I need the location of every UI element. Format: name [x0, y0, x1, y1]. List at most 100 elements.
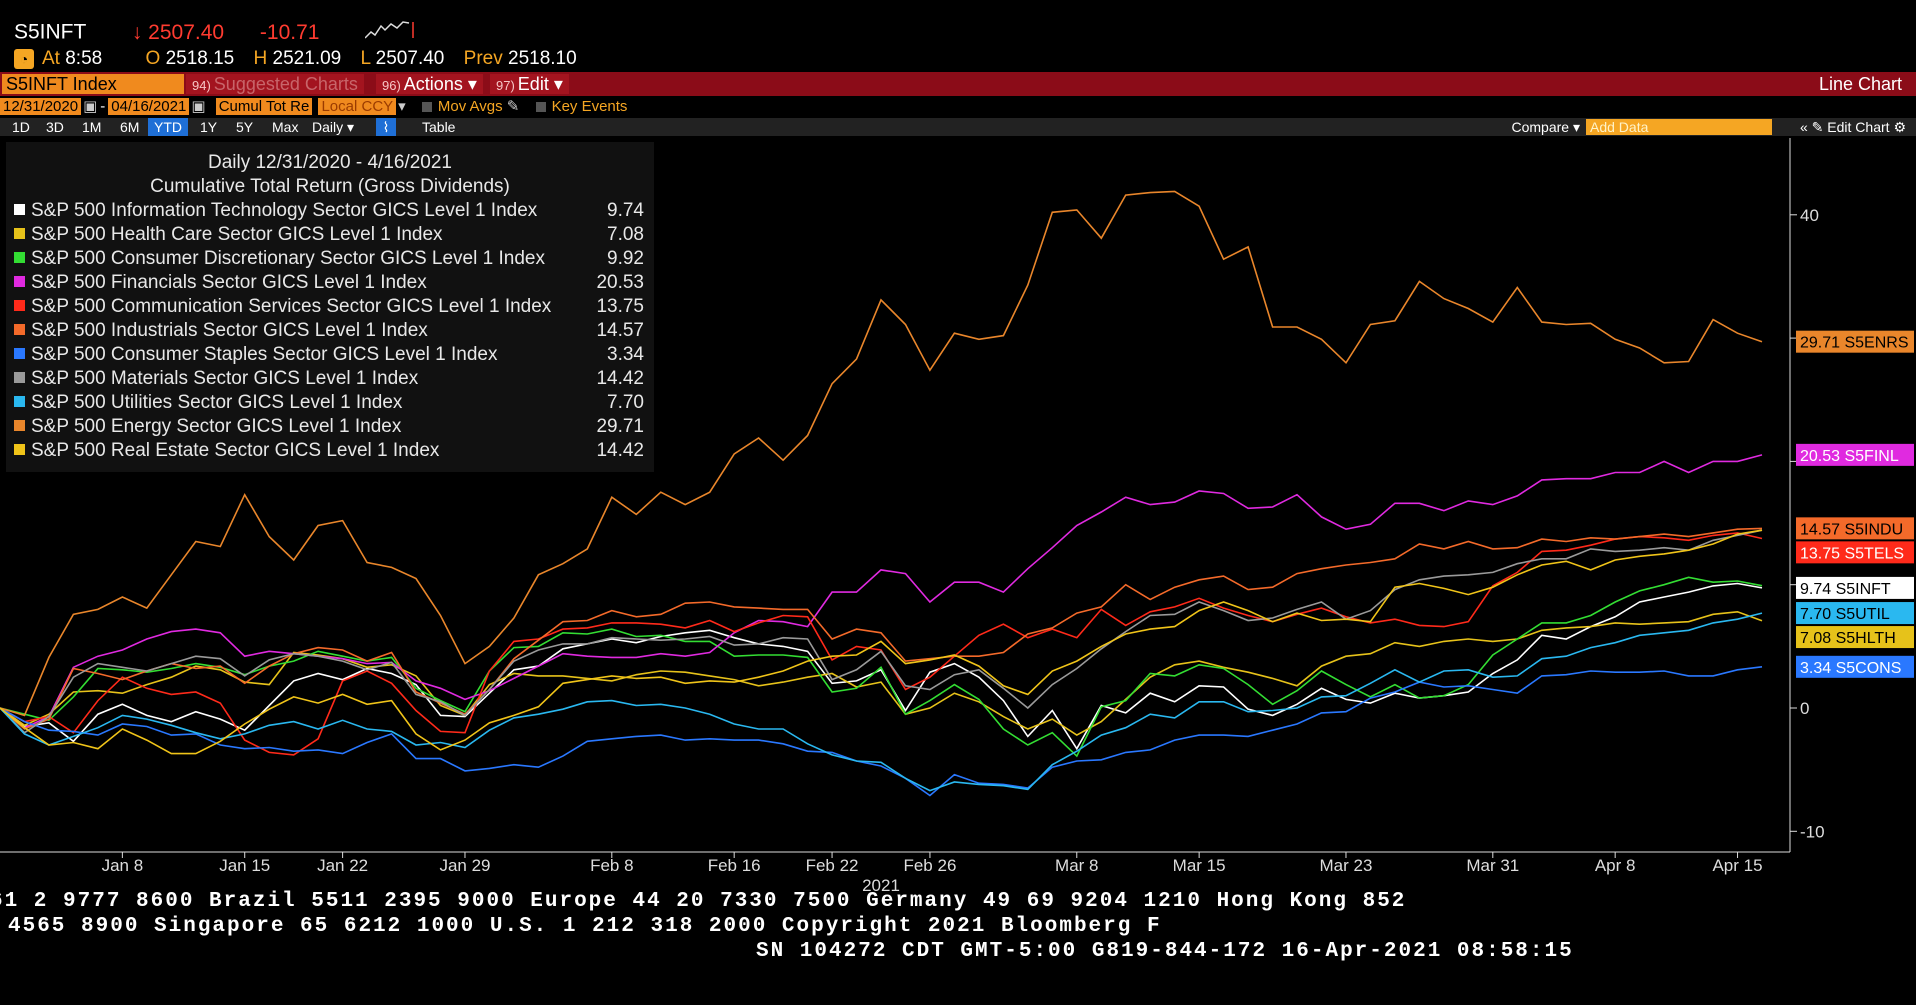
legend-swatch: [14, 276, 25, 287]
legend-swatch: [14, 420, 25, 431]
add-data-input[interactable]: Add Data: [1586, 119, 1772, 135]
legend-series-name: S&P 500 Industrials Sector GICS Level 1 …: [31, 320, 428, 341]
legend-item[interactable]: S&P 500 Materials Sector GICS Level 1 In…: [14, 368, 644, 392]
x-tick-label: Apr 8: [1595, 856, 1636, 875]
period-5y-button[interactable]: 5Y: [236, 119, 254, 135]
footer-contact-line1: 61 2 9777 8600 Brazil 5511 2395 9000 Eur…: [0, 890, 1407, 913]
suggested-charts-button[interactable]: 94) Suggested Charts: [186, 74, 364, 94]
series-value-label: 13.75 S5TELS: [1800, 545, 1904, 562]
actions-menu-button[interactable]: 96) Actions ▾: [376, 74, 483, 94]
series-line-s5inft: [0, 582, 1763, 751]
low-label: L: [360, 48, 371, 69]
series-value-tag: [1796, 602, 1914, 625]
caret-down-icon: ▾: [553, 74, 563, 94]
series-value-tag: [1796, 517, 1914, 540]
legend-series-name: S&P 500 Information Technology Sector GI…: [31, 200, 538, 221]
series-line-s5enrs: [0, 190, 1763, 717]
pencil-icon[interactable]: ✎: [502, 98, 520, 115]
start-date-field[interactable]: 12/31/2020: [0, 98, 82, 115]
legend-series-value: 14.42: [596, 368, 644, 389]
table-button[interactable]: Table: [422, 119, 456, 135]
legend-series-value: 13.75: [596, 296, 644, 317]
measure-select[interactable]: Cumul Tot Re: [215, 98, 313, 115]
series-value-tag: [1796, 541, 1914, 564]
y-tick-label: -10: [1800, 822, 1825, 841]
gear-icon[interactable]: ⚙: [1893, 119, 1906, 135]
compare-menu[interactable]: Compare ▾: [1511, 119, 1580, 135]
period-1y-button[interactable]: 1Y: [200, 119, 218, 135]
legend-series-value: 14.57: [596, 320, 644, 341]
settings-row: 12/31/2020 ▣ -04/16/2021 ▣ Cumul Tot Re Loc…: [0, 98, 627, 116]
period-1m-button[interactable]: 1M: [82, 119, 102, 135]
pencil-icon: ✎: [1811, 119, 1824, 135]
open-value: 2518.15: [165, 48, 235, 69]
period-1d-button[interactable]: 1D: [12, 119, 30, 135]
legend-item[interactable]: S&P 500 Consumer Staples Sector GICS Lev…: [14, 344, 644, 368]
footer-session-line: SN 104272 CDT GMT-5:00 G819-844-172 16-A…: [756, 940, 1574, 963]
legend-item[interactable]: S&P 500 Communication Services Sector GI…: [14, 296, 644, 320]
series-value-label: 3.34 S5CONS: [1800, 660, 1901, 677]
period-max-button[interactable]: Max: [272, 119, 299, 135]
legend-item[interactable]: S&P 500 Information Technology Sector GI…: [14, 200, 644, 224]
legend-item[interactable]: S&P 500 Health Care Sector GICS Level 1 …: [14, 224, 644, 248]
x-tick-label: Mar 8: [1055, 856, 1098, 875]
frequency-select[interactable]: Daily ▾: [312, 119, 355, 135]
legend-series-value: 14.42: [596, 440, 644, 461]
period-ytd-button[interactable]: YTD: [148, 118, 188, 136]
x-tick-label: Feb 26: [903, 856, 956, 875]
legend-panel: [6, 142, 654, 472]
line-chart-icon[interactable]: ⌇: [376, 118, 396, 136]
double-chevron-left-icon[interactable]: «: [1799, 119, 1808, 135]
period-6m-button[interactable]: 6M: [120, 119, 140, 135]
prev-value: 2518.10: [508, 48, 577, 69]
series-line-s5matr: [0, 529, 1763, 734]
x-tick-label: Feb 22: [806, 856, 859, 875]
x-year-label: 2021: [862, 876, 900, 895]
legend-series-value: 9.74: [607, 200, 644, 221]
end-date-field[interactable]: 04/16/2021: [108, 98, 190, 115]
series-value-tag: [1796, 626, 1914, 649]
caret-down-icon: ▾: [1572, 119, 1580, 135]
series-line-s5cond: [0, 576, 1763, 758]
low-value: 2507.40: [375, 48, 445, 69]
legend-series-value: 9.92: [607, 248, 644, 269]
legend-swatch: [14, 252, 25, 263]
legend-swatch: [14, 372, 25, 383]
quote-detail-line: ◔ At 8:58 O 2518.15 H 2521.09 L 2507.40 P…: [14, 48, 577, 70]
legend-item[interactable]: S&P 500 Energy Sector GICS Level 1 Index…: [14, 416, 644, 440]
series-value-tag: [1796, 655, 1914, 678]
edit-menu-button[interactable]: 97) Edit ▾: [490, 74, 569, 94]
legend-item[interactable]: S&P 500 Real Estate Sector GICS Level 1 …: [14, 440, 644, 464]
security-field[interactable]: S5INFT Index: [2, 74, 184, 94]
mov-avgs-label: Mov Avgs: [437, 98, 503, 115]
clock-icon: ◔: [14, 48, 34, 69]
legend-series-name: S&P 500 Health Care Sector GICS Level 1 …: [31, 224, 443, 245]
caret-down-icon: ▾: [467, 74, 477, 94]
legend-swatch: [14, 228, 25, 239]
calendar-icon[interactable]: ▣: [191, 98, 206, 115]
legend-swatch: [14, 324, 25, 335]
series-value-label: 7.08 S5HLTH: [1800, 630, 1896, 647]
legend-item[interactable]: S&P 500 Financials Sector GICS Level 1 I…: [14, 272, 644, 296]
chart-type-label: Line Chart: [1818, 74, 1902, 94]
legend-swatch: [14, 300, 25, 311]
mov-avgs-checkbox[interactable]: [421, 102, 432, 113]
chevron-down-icon[interactable]: ▾: [398, 98, 406, 115]
edit-chart-button[interactable]: « ✎ Edit Chart ⚙: [1799, 119, 1906, 135]
calendar-icon[interactable]: ▣: [83, 98, 98, 115]
high-value: 2521.09: [272, 48, 342, 69]
legend-item[interactable]: S&P 500 Consumer Discretionary Sector GI…: [14, 248, 644, 272]
key-events-checkbox[interactable]: [535, 102, 546, 113]
legend-series-value: 7.08: [607, 224, 644, 245]
series-line-s5hlth: [0, 610, 1763, 737]
x-tick-label: Mar 15: [1173, 856, 1226, 875]
legend-item[interactable]: S&P 500 Utilities Sector GICS Level 1 In…: [14, 392, 644, 416]
footer-contact-line2: 4565 8900 Singapore 65 6212 1000 U.S. 1 …: [8, 915, 1162, 938]
x-tick-label: Feb 8: [590, 856, 633, 875]
period-3d-button[interactable]: 3D: [46, 119, 64, 135]
currency-select[interactable]: Local CCY: [318, 98, 397, 115]
legend-series-name: S&P 500 Consumer Discretionary Sector GI…: [31, 248, 545, 269]
series-value-tag: [1796, 443, 1914, 466]
y-tick-label: 0: [1800, 699, 1809, 718]
legend-item[interactable]: S&P 500 Industrials Sector GICS Level 1 …: [14, 320, 644, 344]
